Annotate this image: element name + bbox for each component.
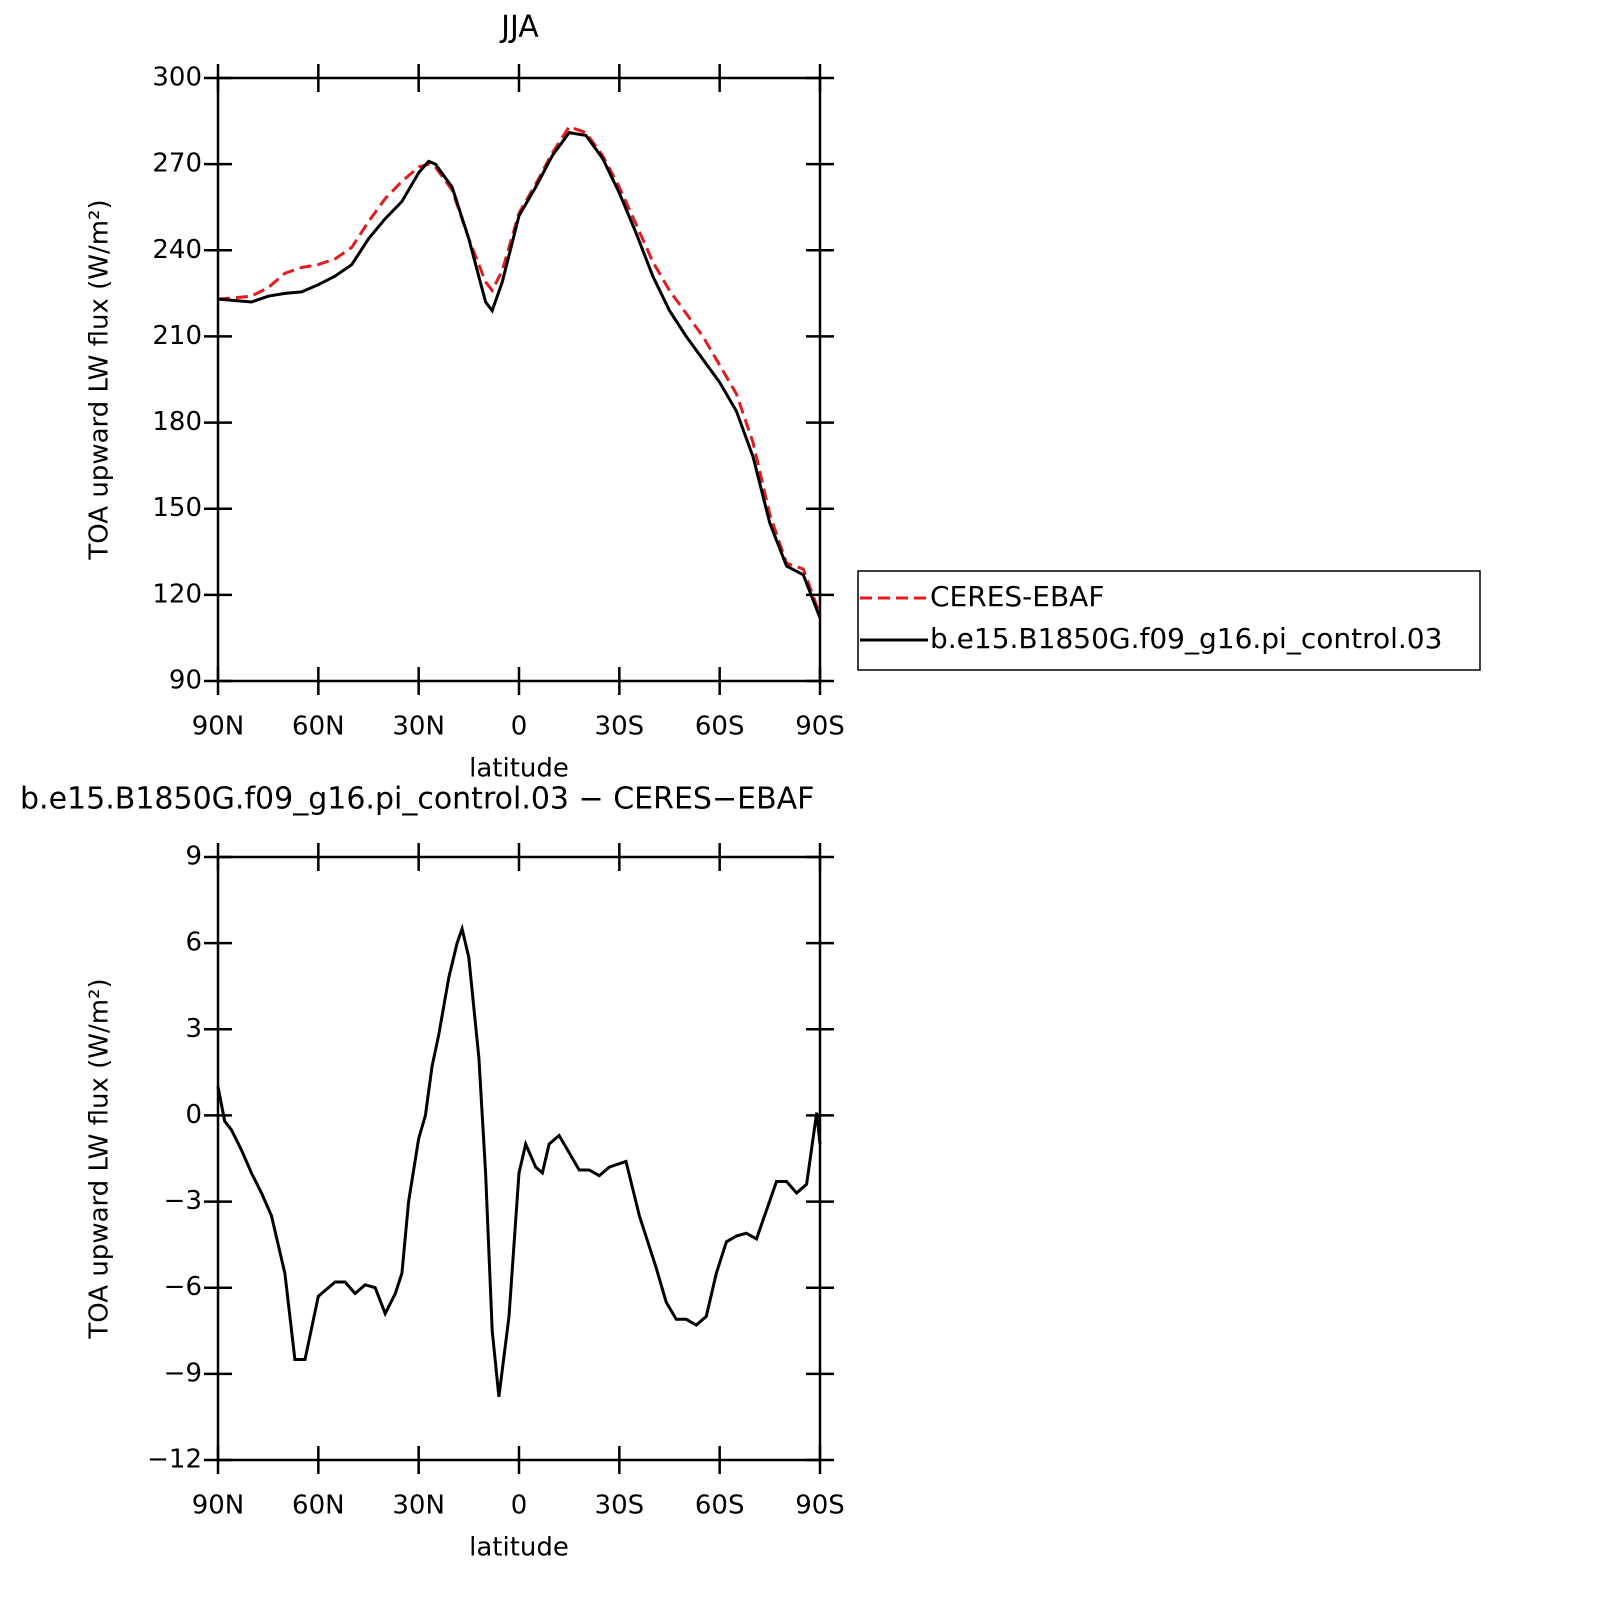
legend-box xyxy=(857,570,1481,671)
legend-label: CERES-EBAF xyxy=(930,580,1104,613)
y-tick-label: 240 xyxy=(152,235,202,265)
y-tick-label: 270 xyxy=(152,149,202,179)
y-tick-label: 3 xyxy=(185,1014,202,1044)
x-tick-label: 30S xyxy=(595,712,645,742)
y-axis-label: TOA upward LW flux (W/m²) xyxy=(85,978,115,1339)
y-tick-label: −3 xyxy=(164,1186,202,1216)
x-tick-label: 60S xyxy=(695,1491,745,1521)
data-line xyxy=(216,923,822,1397)
x-tick-label: 0 xyxy=(511,1491,528,1521)
x-tick-label: 60N xyxy=(292,712,345,742)
y-tick-label: −12 xyxy=(147,1445,202,1475)
y-tick-label: 6 xyxy=(185,928,202,958)
legend-label: b.e15.B1850G.f09_g16.pi_control.03 xyxy=(930,622,1442,655)
x-tick-label: 30N xyxy=(392,712,445,742)
y-tick-label: 9 xyxy=(185,842,202,872)
x-tick-label: 60N xyxy=(292,1491,345,1521)
y-tick-label: 90 xyxy=(169,666,202,696)
x-tick-label: 90N xyxy=(192,712,245,742)
x-tick-label: 0 xyxy=(511,712,528,742)
y-axis-label: TOA upward LW flux (W/m²) xyxy=(85,199,115,560)
y-tick-label: 120 xyxy=(152,579,202,609)
plot-frame xyxy=(216,76,822,683)
y-tick-label: −6 xyxy=(164,1272,202,1302)
x-tick-label: 30S xyxy=(595,1491,645,1521)
chart-title: b.e15.B1850G.f09_g16.pi_control.03 − CER… xyxy=(20,782,814,817)
x-tick-label: 90S xyxy=(795,712,845,742)
x-tick-label: 90S xyxy=(795,1491,845,1521)
x-axis-label: latitude xyxy=(469,1533,569,1563)
x-tick-label: 30N xyxy=(392,1491,445,1521)
y-tick-label: 180 xyxy=(152,407,202,437)
x-tick-label: 90N xyxy=(192,1491,245,1521)
y-tick-label: 300 xyxy=(152,63,202,93)
y-tick-label: −9 xyxy=(164,1358,202,1388)
plot-frame xyxy=(216,855,822,1462)
series-line xyxy=(217,124,822,616)
chart-title: JJA xyxy=(499,10,539,45)
x-axis-label: latitude xyxy=(469,754,569,784)
series-line xyxy=(217,130,822,619)
y-tick-label: 150 xyxy=(152,493,202,523)
y-tick-label: 210 xyxy=(152,321,202,351)
x-tick-label: 60S xyxy=(695,712,745,742)
y-tick-label: 0 xyxy=(185,1100,202,1130)
